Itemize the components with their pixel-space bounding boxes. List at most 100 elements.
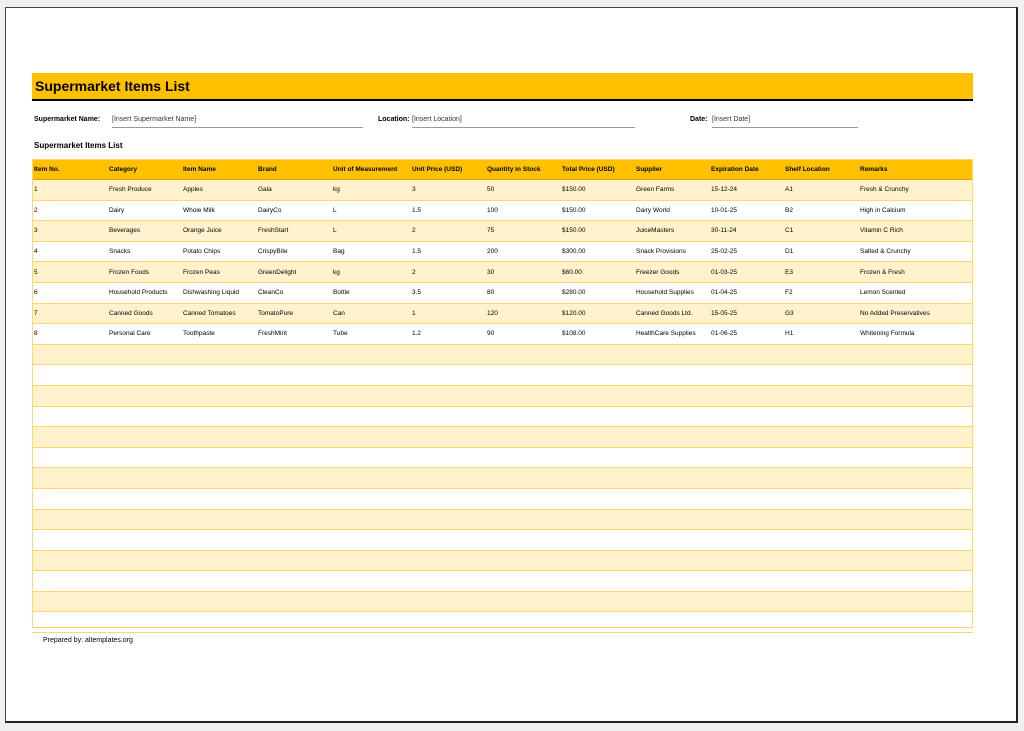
table-cell[interactable]	[410, 509, 485, 531]
table-cell[interactable]	[331, 509, 410, 531]
table-cell[interactable]	[331, 406, 410, 428]
table-cell[interactable]: 75	[485, 220, 560, 242]
table-cell[interactable]	[634, 406, 709, 428]
table-cell[interactable]: 120	[485, 303, 560, 325]
table-cell[interactable]	[32, 550, 107, 572]
table-cell[interactable]: 80	[485, 282, 560, 304]
column-header[interactable]: Unit of Measurement	[331, 159, 410, 180]
table-cell[interactable]: 15-12-24	[709, 179, 783, 201]
table-cell[interactable]	[783, 529, 858, 551]
table-cell[interactable]	[634, 385, 709, 407]
table-cell[interactable]	[331, 570, 410, 592]
table-cell[interactable]	[709, 406, 783, 428]
table-cell[interactable]: 5	[32, 261, 107, 283]
table-cell[interactable]	[858, 447, 973, 469]
table-cell[interactable]	[410, 447, 485, 469]
table-cell[interactable]	[32, 509, 107, 531]
table-cell[interactable]	[709, 591, 783, 613]
table-cell[interactable]: Dairy World	[634, 200, 709, 222]
table-cell[interactable]	[32, 467, 107, 489]
table-cell[interactable]	[783, 467, 858, 489]
table-cell[interactable]: Green Farms	[634, 179, 709, 201]
table-cell[interactable]	[485, 570, 560, 592]
table-cell[interactable]	[634, 488, 709, 510]
table-cell[interactable]	[107, 550, 181, 572]
table-cell[interactable]	[181, 385, 256, 407]
table-cell[interactable]	[331, 467, 410, 489]
table-cell[interactable]	[634, 611, 709, 634]
table-cell[interactable]	[858, 467, 973, 489]
table-cell[interactable]	[485, 364, 560, 386]
table-cell[interactable]	[410, 611, 485, 634]
table-cell[interactable]	[107, 344, 181, 366]
table-cell[interactable]: G3	[783, 303, 858, 325]
table-cell[interactable]	[634, 447, 709, 469]
table-cell[interactable]	[560, 385, 634, 407]
table-cell[interactable]	[32, 364, 107, 386]
table-cell[interactable]	[331, 364, 410, 386]
table-cell[interactable]	[709, 426, 783, 448]
table-cell[interactable]	[107, 385, 181, 407]
date-field[interactable]: [Insert Date]	[712, 116, 858, 128]
table-cell[interactable]: HealthCare Supplies	[634, 323, 709, 345]
table-cell[interactable]: Freezer Goods	[634, 261, 709, 283]
table-cell[interactable]	[858, 426, 973, 448]
table-cell[interactable]	[107, 467, 181, 489]
table-cell[interactable]: 25-02-25	[709, 241, 783, 263]
table-cell[interactable]: $280.00	[560, 282, 634, 304]
table-cell[interactable]	[560, 611, 634, 634]
table-cell[interactable]: DairyCo	[256, 200, 331, 222]
table-cell[interactable]	[32, 447, 107, 469]
table-cell[interactable]: $150.00	[560, 179, 634, 201]
table-cell[interactable]	[858, 550, 973, 572]
table-cell[interactable]	[256, 611, 331, 634]
column-header[interactable]: Remarks	[858, 159, 973, 180]
table-cell[interactable]: Beverages	[107, 220, 181, 242]
table-cell[interactable]	[181, 529, 256, 551]
column-header[interactable]: Brand	[256, 159, 331, 180]
table-cell[interactable]: Whitening Formula	[858, 323, 973, 345]
table-cell[interactable]: FreshStart	[256, 220, 331, 242]
location-field[interactable]: [Insert Location]	[412, 116, 635, 128]
table-cell[interactable]	[634, 467, 709, 489]
table-cell[interactable]: Can	[331, 303, 410, 325]
table-cell[interactable]: Frozen & Fresh	[858, 261, 973, 283]
table-cell[interactable]	[709, 550, 783, 572]
table-cell[interactable]	[634, 509, 709, 531]
table-cell[interactable]	[32, 591, 107, 613]
table-cell[interactable]	[560, 426, 634, 448]
table-cell[interactable]: Bottle	[331, 282, 410, 304]
table-cell[interactable]	[560, 344, 634, 366]
table-cell[interactable]	[410, 488, 485, 510]
table-cell[interactable]	[410, 529, 485, 551]
table-cell[interactable]	[858, 488, 973, 510]
table-cell[interactable]: Frozen Foods	[107, 261, 181, 283]
table-cell[interactable]: 1	[410, 303, 485, 325]
table-cell[interactable]	[709, 611, 783, 634]
table-cell[interactable]: Tube	[331, 323, 410, 345]
table-cell[interactable]	[634, 529, 709, 551]
column-header[interactable]: Shelf Location	[783, 159, 858, 180]
table-cell[interactable]	[709, 344, 783, 366]
column-header[interactable]: Unit Price (USD)	[410, 159, 485, 180]
table-cell[interactable]	[181, 509, 256, 531]
table-cell[interactable]: 6	[32, 282, 107, 304]
table-cell[interactable]: $150.00	[560, 220, 634, 242]
table-cell[interactable]: Gala	[256, 179, 331, 201]
table-cell[interactable]: Household Products	[107, 282, 181, 304]
table-cell[interactable]	[485, 385, 560, 407]
table-cell[interactable]	[256, 509, 331, 531]
table-cell[interactable]: 01-04-25	[709, 282, 783, 304]
table-cell[interactable]: Dishwashing Liquid	[181, 282, 256, 304]
table-cell[interactable]	[181, 406, 256, 428]
table-cell[interactable]	[410, 591, 485, 613]
table-cell[interactable]: 7	[32, 303, 107, 325]
table-cell[interactable]: Orange Juice	[181, 220, 256, 242]
table-cell[interactable]	[331, 385, 410, 407]
table-cell[interactable]	[256, 550, 331, 572]
table-cell[interactable]	[783, 385, 858, 407]
table-cell[interactable]	[331, 529, 410, 551]
table-cell[interactable]: 4	[32, 241, 107, 263]
table-cell[interactable]: Household Supplies	[634, 282, 709, 304]
table-cell[interactable]: Lemon Scented	[858, 282, 973, 304]
